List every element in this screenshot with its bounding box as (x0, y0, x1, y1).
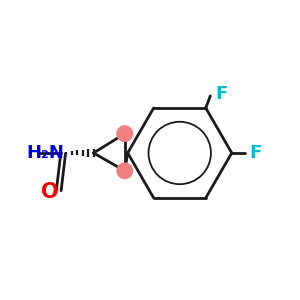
Text: F: F (215, 85, 228, 103)
Text: O: O (41, 182, 58, 202)
Circle shape (117, 163, 133, 178)
Text: F: F (250, 144, 262, 162)
Circle shape (117, 126, 133, 141)
Text: H₂N: H₂N (27, 144, 64, 162)
